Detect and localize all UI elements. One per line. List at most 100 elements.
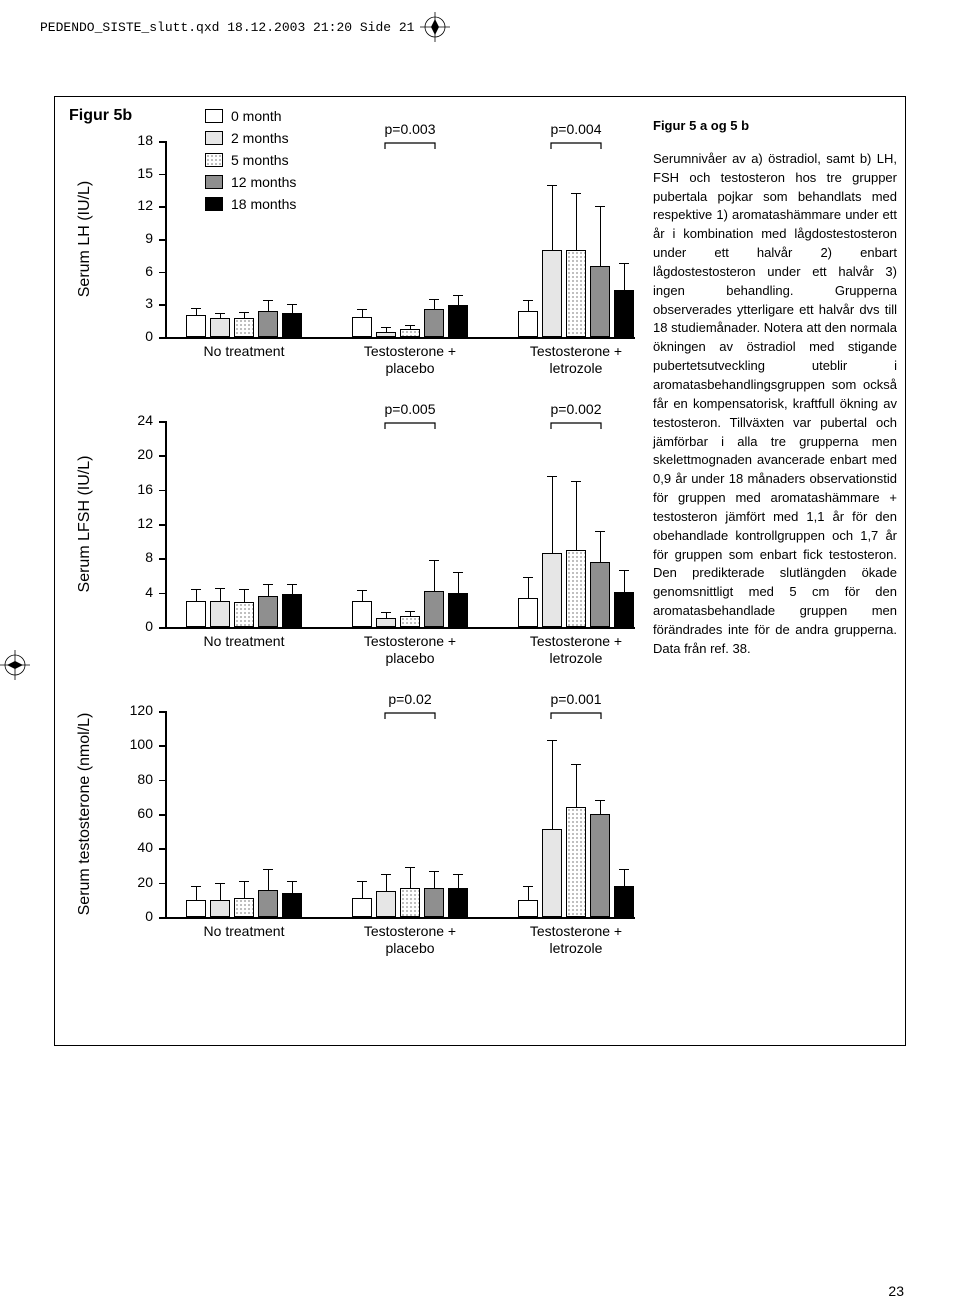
crop-mark-icon — [420, 12, 450, 42]
bar — [234, 602, 254, 627]
chart-panel-testo: 0 20 40 60 80 100 120 Serum testosterone (nmol/… — [55, 677, 645, 1017]
bar — [352, 317, 372, 337]
bar — [542, 250, 562, 337]
p-value-bracket — [546, 419, 606, 431]
ytick-label: 20 — [121, 446, 153, 462]
p-value-label: p=0.002 — [536, 401, 616, 417]
bar — [448, 888, 468, 917]
bar — [566, 250, 586, 337]
ytick-label: 4 — [121, 584, 153, 600]
caption-column: Figur 5 a og 5 b Serumnivåer av a) östra… — [653, 117, 897, 659]
ytick-label: 9 — [121, 230, 153, 246]
bar — [448, 593, 468, 627]
bar — [352, 898, 372, 917]
bar — [542, 553, 562, 627]
ytick-label: 16 — [121, 481, 153, 497]
caption-title: Figur 5 a og 5 b — [653, 117, 897, 136]
ytick-label: 80 — [121, 771, 153, 787]
bar — [282, 313, 302, 337]
crop-mark-left — [0, 650, 30, 680]
ytick-label: 3 — [121, 295, 153, 311]
x-category-label: No treatment — [174, 343, 314, 360]
bar — [566, 807, 586, 917]
doc-header: PEDENDO_SISTE_slutt.qxd 18.12.2003 21:20… — [0, 0, 960, 42]
bar — [352, 601, 372, 627]
bar — [376, 332, 396, 337]
bar — [518, 598, 538, 627]
ytick-label: 15 — [121, 165, 153, 181]
bar — [210, 601, 230, 627]
bar — [186, 900, 206, 917]
bar — [614, 886, 634, 917]
bar — [542, 829, 562, 917]
p-value-label: p=0.004 — [536, 121, 616, 137]
header-text: PEDENDO_SISTE_slutt.qxd 18.12.2003 21:20… — [40, 20, 414, 35]
bar — [282, 893, 302, 917]
bar — [400, 329, 420, 337]
bar — [400, 888, 420, 917]
ytick-label: 8 — [121, 549, 153, 565]
page-number: 23 — [888, 1283, 904, 1299]
bar — [614, 592, 634, 627]
bar — [518, 311, 538, 337]
bar — [424, 888, 444, 917]
bar — [518, 900, 538, 917]
chart-panel-fsh: 04812162024Serum LFSH (IU/L)No treatment… — [55, 387, 645, 677]
bar — [566, 550, 586, 627]
p-value-bracket — [546, 139, 606, 151]
ytick-label: 18 — [121, 132, 153, 148]
bar — [590, 814, 610, 917]
chart-panel-lh: 0 3 6 9 12 15 18 Serum LH (IU/L) No treatment Tes… — [55, 97, 645, 387]
p-value-bracket — [546, 709, 606, 721]
bar — [258, 890, 278, 917]
x-category-label: Testosterone +placebo — [340, 923, 480, 957]
bar — [234, 318, 254, 337]
bar — [186, 601, 206, 627]
p-value-label: p=0.005 — [370, 401, 450, 417]
ytick-label: 12 — [121, 197, 153, 213]
p-value-bracket — [380, 139, 440, 151]
caption-body: Serumnivåer av a) östradiol, samt b) LH,… — [653, 150, 897, 659]
ytick-label: 12 — [121, 515, 153, 531]
bar — [186, 315, 206, 337]
bar — [210, 318, 230, 337]
y-axis-label: Serum LH (IU/L) — [76, 181, 94, 297]
ytick-label: 0 — [121, 908, 153, 924]
y-axis-label: Serum testosterone (nmol/L) — [76, 713, 94, 916]
ytick-label: 40 — [121, 839, 153, 855]
x-category-label: Testosterone +letrozole — [506, 923, 646, 957]
bar — [210, 900, 230, 917]
x-category-label: No treatment — [174, 633, 314, 650]
x-category-label: No treatment — [174, 923, 314, 940]
ytick-label: 24 — [121, 412, 153, 428]
bar — [590, 562, 610, 627]
bar — [258, 311, 278, 337]
p-value-label: p=0.001 — [536, 691, 616, 707]
y-axis-label: Serum LFSH (IU/L) — [76, 456, 94, 593]
ytick-label: 6 — [121, 263, 153, 279]
p-value-bracket — [380, 709, 440, 721]
bar — [590, 266, 610, 337]
bar — [400, 616, 420, 627]
p-value-bracket — [380, 419, 440, 431]
bar — [424, 309, 444, 337]
bar — [614, 290, 634, 337]
ytick-label: 100 — [121, 736, 153, 752]
ytick-label: 0 — [121, 328, 153, 344]
bar — [258, 596, 278, 627]
x-category-label: Testosterone +letrozole — [506, 343, 646, 377]
x-category-label: Testosterone +placebo — [340, 633, 480, 667]
figure-frame: Figur 5b 0 month2 months5 months12 month… — [54, 96, 906, 1046]
bar — [234, 898, 254, 917]
bar — [424, 591, 444, 627]
bar — [282, 594, 302, 627]
chart-column: 0 month2 months5 months12 months18 month… — [55, 97, 645, 1047]
p-value-label: p=0.003 — [370, 121, 450, 137]
ytick-label: 20 — [121, 874, 153, 890]
bar — [376, 891, 396, 917]
ytick-label: 120 — [121, 702, 153, 718]
bar — [448, 305, 468, 337]
x-category-label: Testosterone +letrozole — [506, 633, 646, 667]
ytick-label: 60 — [121, 805, 153, 821]
p-value-label: p=0.02 — [370, 691, 450, 707]
